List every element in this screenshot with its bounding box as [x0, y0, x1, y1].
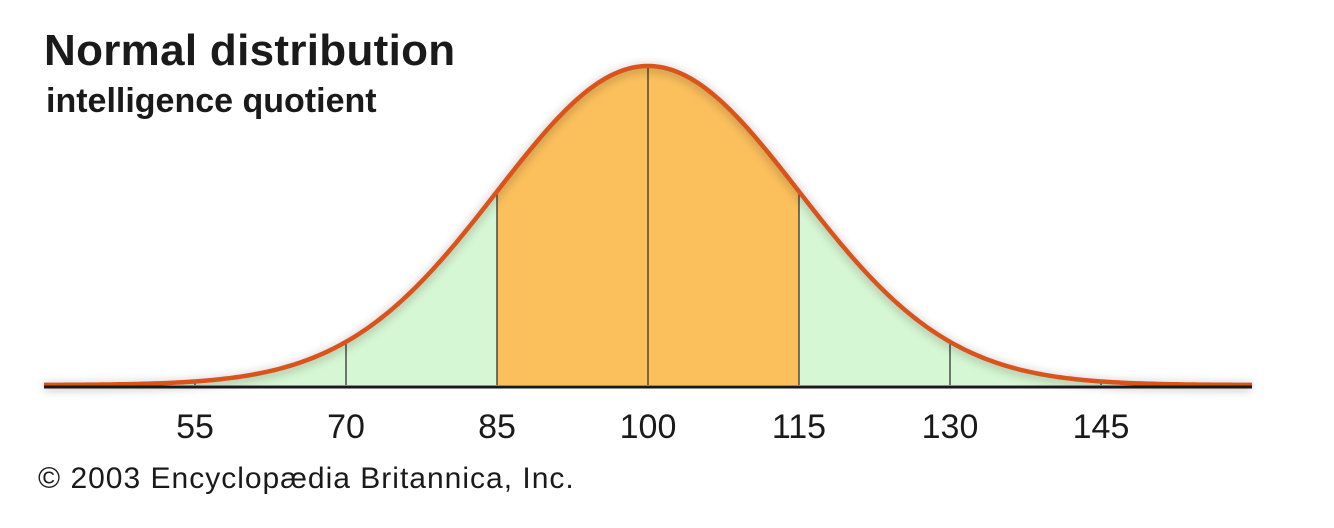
- region-fill-115-160: [799, 191, 1252, 385]
- x-tick-label-55: 55: [176, 408, 214, 446]
- curve-layer: [43, 63, 1253, 388]
- copyright-notice: © 2003 Encyclopædia Britannica, Inc.: [38, 462, 575, 495]
- x-tick-label-130: 130: [922, 408, 979, 446]
- region-fill-40-85: [44, 191, 497, 385]
- x-tick-label-85: 85: [478, 408, 516, 446]
- normal-curve: [43, 63, 1253, 388]
- x-tick-label-115: 115: [772, 408, 826, 446]
- chart-title: Normal distribution: [44, 26, 456, 75]
- x-tick-label-70: 70: [327, 408, 365, 446]
- x-tick-label-145: 145: [1073, 408, 1130, 446]
- x-tick-labels: 55 70 85 100 115 130 145: [176, 408, 1129, 446]
- sd-dividers: [194, 67, 1102, 385]
- chart-subtitle: intelligence quotient: [46, 82, 377, 120]
- x-tick-label-100: 100: [620, 408, 677, 446]
